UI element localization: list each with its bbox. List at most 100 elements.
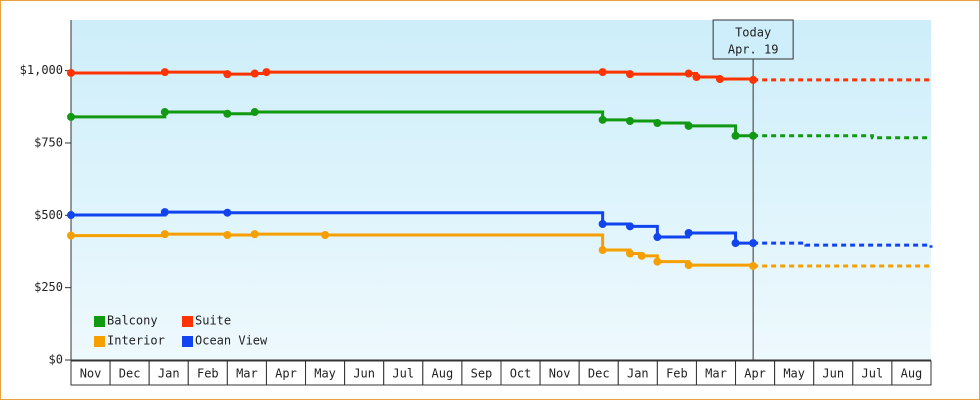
price-point xyxy=(160,230,169,239)
y-tick-label: $500 xyxy=(34,208,63,222)
x-tick-label: Jul xyxy=(862,367,884,381)
x-tick-box xyxy=(461,360,502,386)
x-tick-box xyxy=(578,360,619,386)
price-point xyxy=(684,228,693,237)
legend-swatch xyxy=(182,316,193,327)
x-tick-label: Jun xyxy=(822,367,844,381)
today-label: Apr. 19 xyxy=(728,43,779,57)
x-tick-box xyxy=(813,360,854,386)
x-tick-label: Oct xyxy=(510,367,532,381)
price-point xyxy=(250,230,259,239)
x-tick-label: May xyxy=(314,367,336,381)
price-point xyxy=(598,220,607,228)
price-point xyxy=(223,230,232,239)
x-tick-box xyxy=(305,360,346,386)
x-tick-label: Jun xyxy=(353,367,375,381)
x-tick-label: Jan xyxy=(158,367,180,381)
x-tick-label: Apr xyxy=(744,367,766,381)
x-tick-label: Aug xyxy=(901,367,923,381)
price-point xyxy=(67,112,75,121)
x-tick-box xyxy=(265,360,307,386)
price-point xyxy=(749,261,758,270)
price-point xyxy=(684,121,693,130)
x-tick-label: Mar xyxy=(236,367,258,381)
x-tick-box xyxy=(70,360,111,386)
price-point xyxy=(692,73,701,82)
price-point xyxy=(749,75,758,84)
price-line xyxy=(71,110,754,138)
x-tick-label: Mar xyxy=(705,367,727,381)
price-point xyxy=(250,108,259,117)
price-point xyxy=(749,239,758,248)
legend-swatch xyxy=(182,336,193,347)
x-tick-label: Dec xyxy=(588,367,610,381)
x-tick-label: Feb xyxy=(666,367,688,381)
x-tick-label: Jul xyxy=(392,367,414,381)
price-point xyxy=(321,230,330,239)
legend-label: Balcony xyxy=(107,314,158,328)
price-point xyxy=(653,119,662,128)
price-point xyxy=(160,208,169,217)
price-point xyxy=(731,239,740,248)
price-point xyxy=(731,131,740,140)
price-point xyxy=(715,75,724,84)
forecast-line xyxy=(753,241,933,248)
price-point xyxy=(67,211,75,220)
x-tick-label: Apr xyxy=(275,367,297,381)
price-point xyxy=(67,68,75,77)
x-tick-box xyxy=(891,360,932,386)
price-point xyxy=(749,131,758,140)
today-box xyxy=(712,19,794,60)
price-point xyxy=(626,222,634,231)
price-point xyxy=(598,115,607,124)
price-point xyxy=(160,108,169,117)
x-tick-box xyxy=(735,360,776,386)
price-point xyxy=(223,109,232,118)
price-point xyxy=(684,69,693,78)
x-tick-box xyxy=(344,360,385,386)
y-tick-label: $750 xyxy=(34,135,63,149)
x-tick-box xyxy=(500,360,541,386)
x-tick-box xyxy=(695,360,737,386)
x-tick-label: Nov xyxy=(549,367,571,381)
price-point xyxy=(223,70,232,79)
price-point xyxy=(223,208,232,217)
y-tick-label: $1,000 xyxy=(20,63,63,77)
price-point xyxy=(160,68,169,77)
price-point xyxy=(626,116,634,125)
price-point xyxy=(653,233,662,242)
x-tick-label: Aug xyxy=(432,367,454,381)
price-point xyxy=(262,68,271,77)
price-point xyxy=(67,231,75,240)
x-tick-label: Nov xyxy=(80,367,102,381)
x-tick-label: Jan xyxy=(627,367,649,381)
x-tick-box xyxy=(774,360,815,386)
price-point xyxy=(653,257,662,266)
today-label: Today xyxy=(735,26,771,40)
x-tick-box xyxy=(109,360,150,386)
legend-swatch xyxy=(94,316,105,327)
x-tick-box xyxy=(617,360,658,386)
price-point xyxy=(626,70,634,79)
x-tick-label: Sep xyxy=(471,367,493,381)
y-tick-label: $0 xyxy=(49,353,63,367)
price-point xyxy=(637,251,646,260)
price-point xyxy=(598,246,607,255)
y-tick-label: $250 xyxy=(34,280,63,294)
price-point xyxy=(598,68,607,77)
x-tick-label: Feb xyxy=(197,367,219,381)
x-tick-box xyxy=(383,360,424,386)
legend-label: Interior xyxy=(107,334,165,348)
price-point xyxy=(684,261,693,270)
forecast-line xyxy=(753,134,931,140)
x-tick-label: May xyxy=(783,367,805,381)
x-tick-label: Dec xyxy=(119,367,141,381)
x-tick-box xyxy=(656,360,697,386)
x-tick-box xyxy=(539,360,580,386)
legend-label: Suite xyxy=(195,314,231,328)
price-point xyxy=(250,69,259,78)
plot-area xyxy=(71,20,931,360)
price-point xyxy=(626,249,634,258)
legend-swatch xyxy=(94,336,105,347)
